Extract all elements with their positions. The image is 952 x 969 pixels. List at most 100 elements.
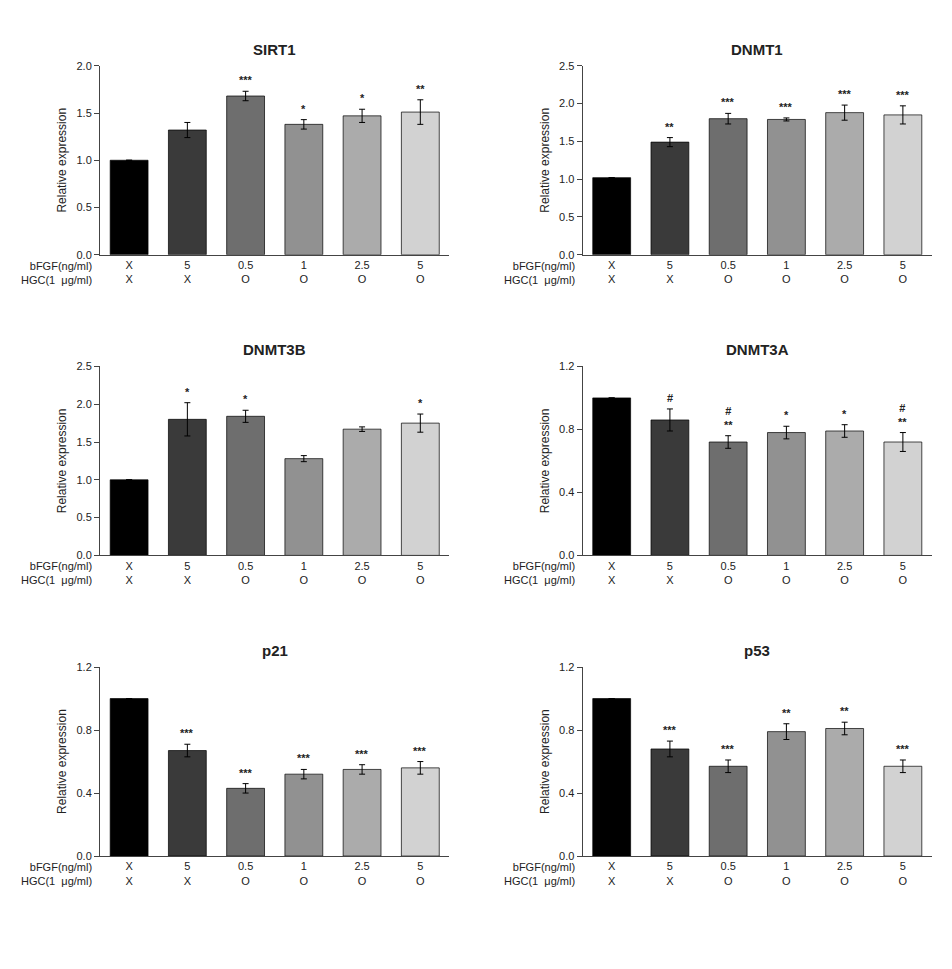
svg-text:1O: 1O: [782, 860, 791, 886]
svg-text:2.5O: 2.5O: [354, 860, 369, 886]
svg-text:0.5O: 0.5O: [721, 259, 736, 285]
svg-text:***: ***: [896, 743, 910, 755]
svg-text:*: *: [243, 393, 248, 405]
svg-text:1.5: 1.5: [77, 107, 92, 119]
svg-text:5O: 5O: [899, 860, 908, 886]
svg-text:Relative expression: Relative expression: [55, 709, 69, 814]
svg-text:0.5O: 0.5O: [238, 860, 253, 886]
svg-text:bFGF(ng/ml)HGC(1 μg/ml): bFGF(ng/ml)HGC(1 μg/ml): [21, 861, 92, 887]
svg-text:Relative expression: Relative expression: [55, 108, 69, 213]
svg-text:1.2: 1.2: [77, 661, 92, 673]
svg-text:2.5O: 2.5O: [837, 560, 852, 586]
svg-text:2.5: 2.5: [77, 360, 92, 372]
svg-text:Relative expression: Relative expression: [55, 409, 69, 514]
svg-text:***: ***: [779, 101, 793, 113]
svg-text:1.5: 1.5: [559, 135, 574, 147]
svg-text:XX: XX: [608, 259, 616, 285]
svg-text:**: **: [782, 707, 791, 719]
svg-text:1O: 1O: [300, 560, 309, 586]
svg-text:SIRT1: SIRT1: [253, 41, 296, 58]
svg-text:0.5: 0.5: [559, 211, 574, 223]
svg-text:XX: XX: [608, 560, 616, 586]
svg-text:2.0: 2.0: [77, 398, 92, 410]
svg-text:5O: 5O: [416, 560, 425, 586]
svg-text:5O: 5O: [899, 560, 908, 586]
svg-text:2.0: 2.0: [77, 60, 92, 72]
svg-text:1.2: 1.2: [559, 360, 574, 372]
svg-text:0.5O: 0.5O: [238, 259, 253, 285]
svg-text:p53: p53: [744, 642, 770, 659]
svg-text:#: #: [667, 392, 673, 404]
svg-text:1O: 1O: [300, 860, 309, 886]
svg-text:2.5O: 2.5O: [837, 860, 852, 886]
svg-text:2.5O: 2.5O: [837, 259, 852, 285]
svg-text:XX: XX: [125, 259, 133, 285]
svg-text:0.0: 0.0: [559, 850, 574, 862]
svg-text:*: *: [185, 386, 190, 398]
svg-text:0.4: 0.4: [559, 787, 574, 799]
svg-text:***: ***: [721, 96, 735, 108]
svg-text:0.8: 0.8: [77, 724, 92, 736]
svg-text:0.5: 0.5: [77, 201, 92, 213]
svg-text:0.8: 0.8: [559, 423, 574, 435]
svg-text:0.5O: 0.5O: [721, 560, 736, 586]
svg-text:***: ***: [239, 74, 253, 86]
svg-text:2.0: 2.0: [559, 97, 574, 109]
svg-text:Relative expression: Relative expression: [538, 709, 552, 814]
svg-text:0.0: 0.0: [559, 249, 574, 261]
svg-text:1O: 1O: [300, 259, 309, 285]
svg-text:0.5: 0.5: [77, 511, 92, 523]
svg-text:***: ***: [413, 745, 427, 757]
svg-text:5O: 5O: [899, 259, 908, 285]
svg-text:0.5O: 0.5O: [721, 860, 736, 886]
svg-text:***: ***: [663, 724, 677, 736]
svg-text:1O: 1O: [782, 560, 791, 586]
svg-text:bFGF(ng/ml)HGC(1 μg/ml): bFGF(ng/ml)HGC(1 μg/ml): [504, 260, 575, 286]
svg-text:bFGF(ng/ml)HGC(1 μg/ml): bFGF(ng/ml)HGC(1 μg/ml): [504, 560, 575, 586]
svg-text:*: *: [418, 397, 423, 409]
svg-text:***: ***: [297, 752, 311, 764]
svg-text:1.5: 1.5: [77, 436, 92, 448]
svg-text:0.0: 0.0: [77, 549, 92, 561]
svg-text:2.5O: 2.5O: [354, 560, 369, 586]
svg-text:Relative expression: Relative expression: [538, 108, 552, 213]
svg-text:***: ***: [838, 88, 852, 100]
svg-text:1.0: 1.0: [77, 474, 92, 486]
svg-text:bFGF(ng/ml)HGC(1 μg/ml): bFGF(ng/ml)HGC(1 μg/ml): [504, 861, 575, 887]
svg-text:5X: 5X: [666, 860, 674, 886]
svg-text:**: **: [665, 121, 674, 133]
svg-text:5X: 5X: [666, 259, 674, 285]
svg-text:1O: 1O: [782, 259, 791, 285]
svg-text:#**: #**: [898, 402, 907, 428]
svg-text:DNMT3A: DNMT3A: [726, 341, 789, 358]
svg-text:5X: 5X: [666, 560, 674, 586]
svg-text:5X: 5X: [184, 259, 192, 285]
svg-text:bFGF(ng/ml)HGC(1 μg/ml): bFGF(ng/ml)HGC(1 μg/ml): [21, 260, 92, 286]
svg-text:*: *: [360, 92, 365, 104]
svg-text:0.0: 0.0: [77, 850, 92, 862]
svg-text:0.4: 0.4: [77, 787, 92, 799]
svg-text:DNMT1: DNMT1: [731, 41, 783, 58]
svg-text:*: *: [842, 408, 847, 420]
svg-text:0.8: 0.8: [559, 724, 574, 736]
svg-text:5O: 5O: [416, 860, 425, 886]
svg-text:***: ***: [355, 748, 369, 760]
svg-text:XX: XX: [125, 860, 133, 886]
svg-text:0.0: 0.0: [559, 549, 574, 561]
svg-text:XX: XX: [608, 860, 616, 886]
svg-text:*: *: [784, 409, 789, 421]
svg-text:1.0: 1.0: [77, 154, 92, 166]
svg-text:p21: p21: [262, 642, 288, 659]
svg-text:Relative expression: Relative expression: [538, 409, 552, 514]
svg-text:***: ***: [896, 89, 910, 101]
svg-text:0.0: 0.0: [77, 249, 92, 261]
svg-text:XX: XX: [125, 560, 133, 586]
svg-text:*: *: [301, 103, 306, 115]
svg-text:DNMT3B: DNMT3B: [243, 341, 306, 358]
svg-text:#**: #**: [724, 405, 733, 431]
svg-text:5O: 5O: [416, 259, 425, 285]
svg-text:5X: 5X: [184, 560, 192, 586]
svg-text:**: **: [840, 705, 849, 717]
svg-text:0.5O: 0.5O: [238, 560, 253, 586]
svg-text:***: ***: [721, 743, 735, 755]
